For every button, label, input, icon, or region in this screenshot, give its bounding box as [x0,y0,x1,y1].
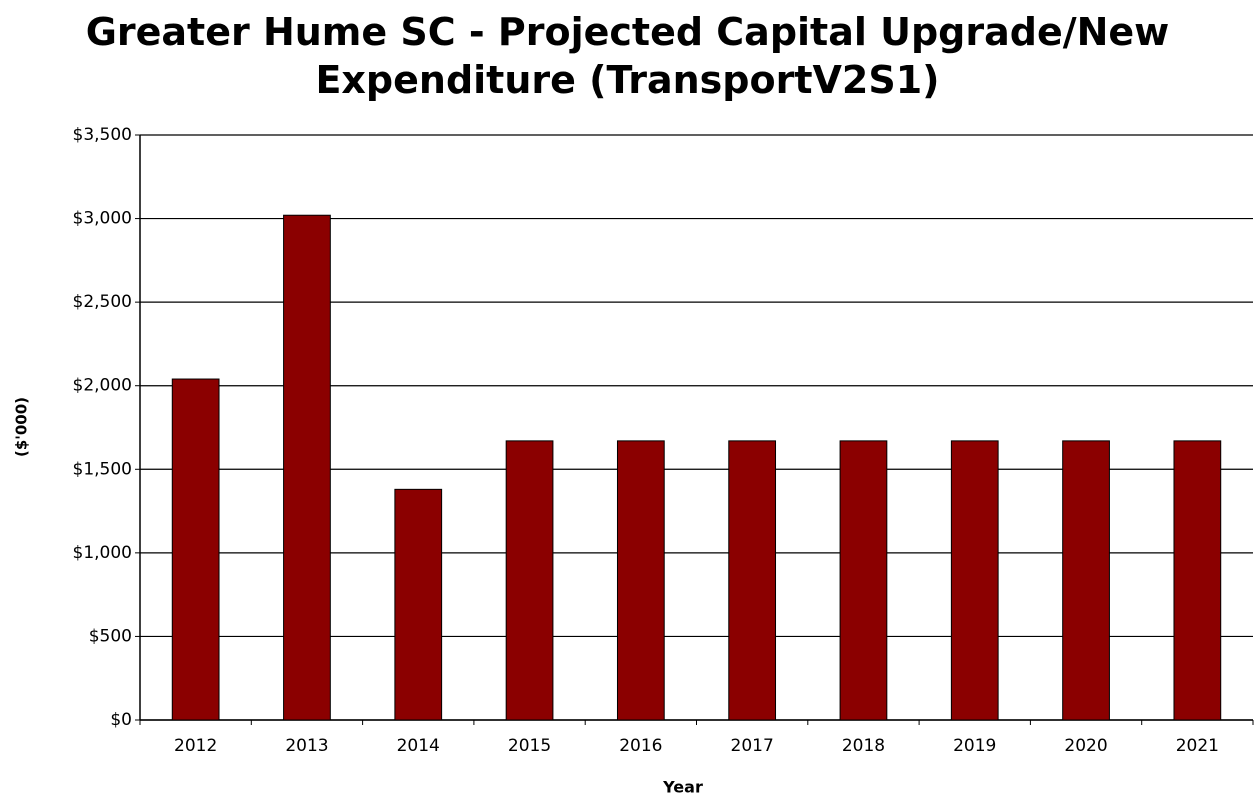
chart-title: Greater Hume SC - Projected Capital Upgr… [85,10,1170,102]
x-tick-label: 2018 [842,736,885,756]
y-tick-label: $3,500 [73,125,132,145]
x-tick-label: 2021 [1176,736,1219,756]
y-axis-label: ($'000) [13,397,31,457]
x-tick-label: 2017 [731,736,774,756]
bar [728,440,777,721]
x-tick-label: 2016 [619,736,662,756]
x-tick-label: 2012 [174,736,217,756]
y-tick-label: $2,500 [73,292,132,312]
bar [950,440,999,721]
x-tick-label: 2020 [1064,736,1107,756]
y-tick-label: $500 [89,626,132,646]
bar [171,378,220,721]
bar [839,440,888,721]
bar [505,440,554,721]
title-box: Greater Hume SC - Projected Capital Upgr… [0,8,1255,104]
bar [616,440,665,721]
bar [1173,440,1222,721]
y-tick-label: $1,500 [73,459,132,479]
y-tick-label: $1,000 [73,543,132,563]
x-tick-label: 2015 [508,736,551,756]
bar [283,214,331,721]
x-tick-label: 2014 [397,736,440,756]
x-axis-label: Year [662,778,703,796]
y-tick-label: $3,000 [73,209,132,229]
y-tick-label: $0 [110,710,132,730]
bar [1062,440,1110,721]
bar [394,488,443,721]
y-tick-label: $2,000 [73,376,132,396]
x-tick-label: 2019 [953,736,996,756]
x-tick-label: 2013 [285,736,328,756]
